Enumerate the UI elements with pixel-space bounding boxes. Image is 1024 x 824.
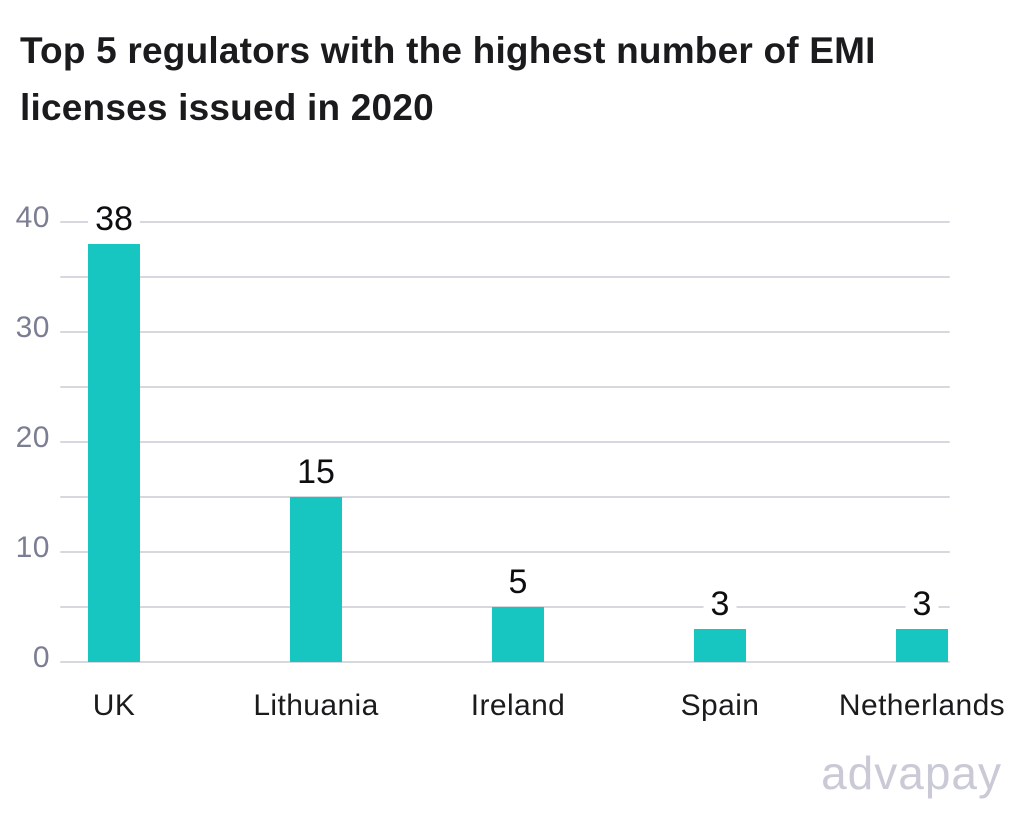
x-axis-label-netherlands: Netherlands [838,689,1006,722]
y-tick-label-0: 0 [32,641,50,674]
y-tick-label-20: 20 [15,421,50,454]
bar-lithuania [290,497,342,662]
bar-netherlands [896,629,948,662]
x-axis-label-spain: Spain [680,689,760,722]
gridline-10 [60,551,950,553]
x-axis-label-uk: UK [92,689,136,722]
bar-ireland [492,607,544,662]
chart-title-line1: Top 5 regulators with the highest number… [20,30,876,71]
gridline-40 [60,221,950,223]
value-label-lithuania: 15 [290,451,342,493]
chart-title: Top 5 regulators with the highest number… [20,22,1000,136]
gridline-30 [60,331,950,333]
gridline-25 [60,386,950,388]
gridline-35 [60,276,950,278]
value-label-netherlands: 3 [905,583,939,625]
chart-title-line2: licenses issued in 2020 [20,87,434,128]
y-tick-label-30: 30 [15,311,50,344]
value-label-ireland: 5 [501,561,535,603]
y-tick-label-10: 10 [15,531,50,564]
value-label-spain: 3 [703,583,737,625]
bar-uk [88,244,140,662]
advapay-watermark: advapay [821,747,1002,799]
gridline-20 [60,441,950,443]
bar-spain [694,629,746,662]
y-tick-label-40: 40 [15,201,50,234]
gridline-15 [60,496,950,498]
x-axis-label-lithuania: Lithuania [253,689,379,722]
x-axis-label-ireland: Ireland [470,689,566,722]
gridline-0 [60,661,950,663]
value-label-uk: 38 [88,198,140,240]
